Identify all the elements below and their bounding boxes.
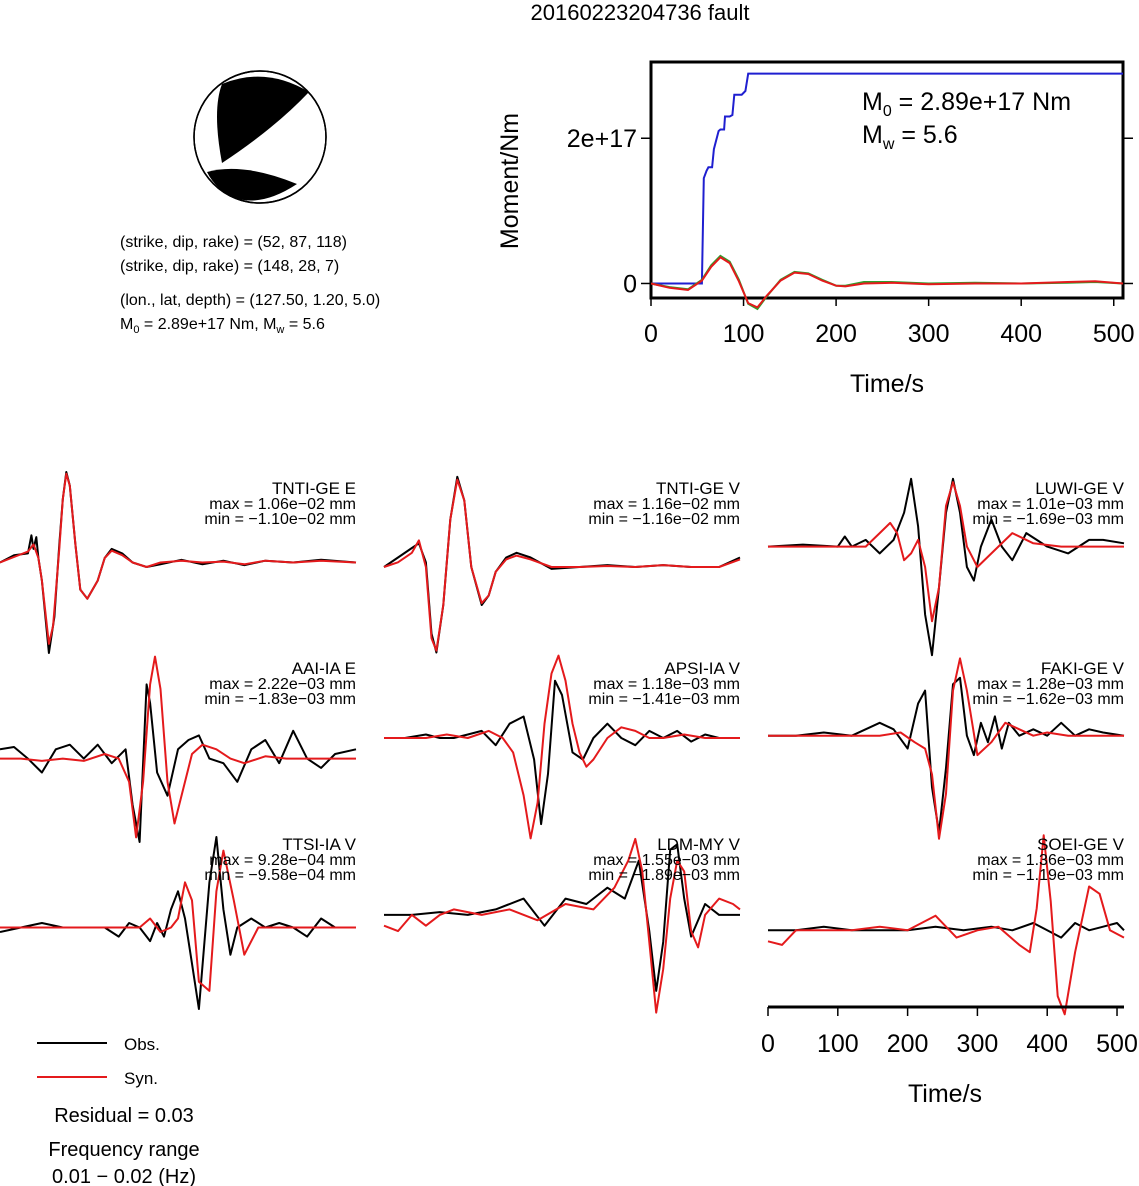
moment-xtick-label: 0 xyxy=(644,320,658,348)
location-line: (lon., lat, depth) = (127.50, 1.20, 5.0) xyxy=(120,292,380,309)
annot-m0-prefix: M xyxy=(862,88,883,116)
min-label: min = −1.89e−03 mm xyxy=(588,867,740,884)
moment-m0-annotation: M0 = 2.89e+17 Nm xyxy=(862,88,1071,120)
max-label: max = 9.28e−04 mm xyxy=(209,852,356,869)
mechanism-line-1: (strike, dip, rake) = (52, 87, 118) xyxy=(120,234,347,251)
observed-trace xyxy=(384,843,740,992)
moment-xtick-label: 200 xyxy=(815,320,857,348)
synthetic-trace xyxy=(767,834,1125,1016)
moment-ytick-label: 2e+17 xyxy=(567,125,637,153)
m0-prefix: M xyxy=(120,316,133,333)
min-label: min = −1.62e−03 mm xyxy=(972,691,1124,708)
max-label: max = 1.16e−02 mm xyxy=(593,496,740,513)
time-axis: Time/s 0 100 200 300 400 500 xyxy=(761,1005,1138,1108)
moment-mw-annotation: Mw = 5.6 xyxy=(862,121,958,153)
synthetic-trace xyxy=(0,849,356,992)
time-axis-tick-label: 0 xyxy=(761,1030,775,1058)
moment-ytick-label: 0 xyxy=(623,270,637,298)
mechanism-line-2: (strike, dip, rake) = (148, 28, 7) xyxy=(120,258,339,275)
figure-title: 20160223204736 fault xyxy=(531,0,750,25)
beachball-icon xyxy=(193,70,327,204)
legend: Obs. Syn. Residual = 0.03 Frequency rang… xyxy=(37,1035,200,1186)
synthetic-trace xyxy=(383,478,741,652)
observed-trace xyxy=(0,683,357,843)
annot-m0-sub: 0 xyxy=(883,103,892,120)
station-label: LUWI-GE V xyxy=(1035,479,1124,498)
station-label: AAI-IA E xyxy=(292,659,356,678)
min-label: min = −1.41e−03 mm xyxy=(588,691,740,708)
mw-subscript: w xyxy=(275,324,284,336)
legend-obs-label: Obs. xyxy=(124,1035,160,1054)
time-axis-tick-label: 300 xyxy=(957,1030,999,1058)
annot-m0-suffix: = 2.89e+17 Nm xyxy=(892,88,1071,116)
moment-xtick-label: 100 xyxy=(723,320,765,348)
station-label: TNTI-GE E xyxy=(272,479,356,498)
max-label: max = 1.01e−03 mm xyxy=(977,496,1124,513)
synthetic-trace xyxy=(384,654,740,840)
station-label: APSI-IA V xyxy=(664,659,740,678)
moment-magnitude-line: M0 = 2.89e+17 Nm, Mw = 5.6 xyxy=(120,316,325,336)
time-axis-label: Time/s xyxy=(908,1080,982,1108)
annot-mw-sub: w xyxy=(882,136,895,153)
synthetic-trace xyxy=(768,481,1124,623)
synthetic-trace xyxy=(768,657,1124,840)
m0-middle: = 2.89e+17 Nm, M xyxy=(139,316,276,333)
time-axis-tick-label: 500 xyxy=(1096,1030,1138,1058)
max-label: max = 1.36e−03 mm xyxy=(977,852,1124,869)
moment-ylabel: Moment/Nm xyxy=(496,113,524,249)
time-axis-tick-label: 100 xyxy=(817,1030,859,1058)
station-label: TNTI-GE V xyxy=(656,479,741,498)
moment-xtick-label: 500 xyxy=(1093,320,1135,348)
min-label: min = −1.10e−02 mm xyxy=(204,511,356,528)
station-label: LDM-MY V xyxy=(657,835,740,854)
moment-plot: Moment/Nm Time/s M0 = 2.89e+17 Nm Mw = 5… xyxy=(496,60,1135,398)
annot-mw-prefix: M xyxy=(862,121,883,149)
annot-mw-suffix: = 5.6 xyxy=(894,121,957,149)
time-axis-tick-label: 400 xyxy=(1026,1030,1068,1058)
max-label: max = 1.06e−02 mm xyxy=(209,496,356,513)
frequency-range: 0.01 − 0.02 (Hz) xyxy=(52,1166,196,1186)
synthetic-trace xyxy=(0,472,357,645)
observed-trace xyxy=(768,676,1125,834)
moment-xlabel: Time/s xyxy=(850,370,924,398)
min-label: min = −1.19e−03 mm xyxy=(972,867,1124,884)
station-label: SOEI-GE V xyxy=(1037,835,1125,854)
min-label: min = −1.16e−02 mm xyxy=(588,511,740,528)
moment-plot-frame xyxy=(649,60,1125,300)
min-label: min = −1.69e−03 mm xyxy=(972,511,1124,528)
max-label: max = 1.18e−03 mm xyxy=(593,676,740,693)
time-axis-tick-label: 200 xyxy=(887,1030,929,1058)
moment-series-0 xyxy=(651,72,1123,285)
station-label: TTSI-IA V xyxy=(282,835,356,854)
residual-text: Residual = 0.03 xyxy=(54,1105,194,1127)
moment-series-2 xyxy=(650,256,1124,309)
legend-syn-label: Syn. xyxy=(124,1069,158,1088)
m0-subscript: 0 xyxy=(133,324,139,336)
min-label: min = −1.83e−03 mm xyxy=(204,691,356,708)
mw-suffix: = 5.6 xyxy=(284,316,325,333)
frequency-label: Frequency range xyxy=(48,1139,199,1161)
moment-xtick-label: 300 xyxy=(908,320,950,348)
synthetic-trace xyxy=(0,655,356,839)
moment-xtick-label: 400 xyxy=(1000,320,1042,348)
max-label: max = 2.22e−03 mm xyxy=(209,676,356,693)
min-label: min = −9.58e−04 mm xyxy=(204,867,356,884)
max-label: max = 1.28e−03 mm xyxy=(977,676,1124,693)
max-label: max = 1.55e−03 mm xyxy=(593,852,740,869)
station-label: FAKI-GE V xyxy=(1041,659,1125,678)
synthetic-trace xyxy=(383,837,741,1014)
